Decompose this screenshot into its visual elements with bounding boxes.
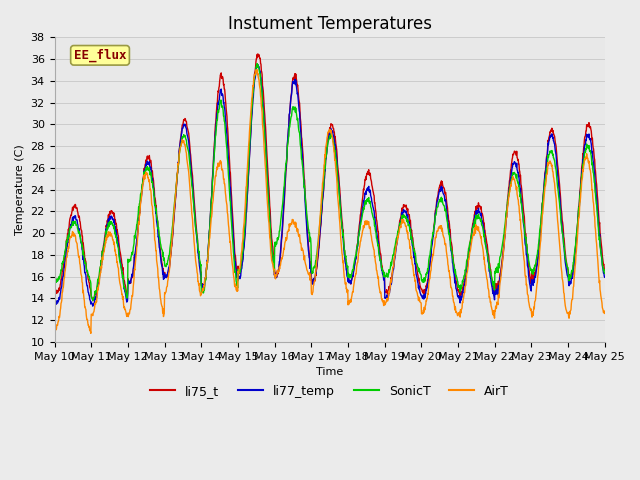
AirT <box>416 297 424 303</box>
Text: EE_flux: EE_flux <box>74 48 126 62</box>
SonicT <box>536 226 544 231</box>
Title: Instument Temperatures: Instument Temperatures <box>228 15 431 33</box>
SonicT <box>416 268 424 274</box>
li77_temp <box>601 275 609 280</box>
AirT <box>87 330 95 336</box>
li77_temp <box>488 281 495 287</box>
li77_temp <box>416 287 424 292</box>
SonicT <box>235 271 243 276</box>
AirT <box>235 270 243 276</box>
li75_t <box>235 269 243 275</box>
SonicT <box>488 274 495 280</box>
li75_t <box>89 298 97 303</box>
li75_t <box>51 287 58 293</box>
SonicT <box>601 271 609 276</box>
li75_t <box>536 230 544 236</box>
li77_temp <box>173 171 181 177</box>
SonicT <box>51 278 58 284</box>
Legend: li75_t, li77_temp, SonicT, AirT: li75_t, li77_temp, SonicT, AirT <box>145 380 514 403</box>
AirT <box>536 244 544 250</box>
AirT <box>173 171 181 177</box>
li77_temp <box>160 275 168 281</box>
SonicT <box>160 255 168 261</box>
AirT <box>488 304 495 310</box>
li75_t <box>254 51 262 57</box>
X-axis label: Time: Time <box>316 367 343 377</box>
Line: li75_t: li75_t <box>54 54 605 300</box>
AirT <box>51 327 58 333</box>
AirT <box>160 312 168 317</box>
Line: SonicT: SonicT <box>54 64 605 300</box>
Line: AirT: AirT <box>54 70 605 333</box>
li75_t <box>488 273 495 279</box>
SonicT <box>253 61 261 67</box>
li75_t <box>173 172 181 178</box>
Line: li77_temp: li77_temp <box>54 64 605 306</box>
AirT <box>253 67 260 72</box>
AirT <box>601 311 609 316</box>
li75_t <box>416 280 424 286</box>
li75_t <box>601 267 609 273</box>
li77_temp <box>89 303 97 309</box>
li77_temp <box>536 231 544 237</box>
li75_t <box>160 274 168 279</box>
Y-axis label: Temperature (C): Temperature (C) <box>15 144 25 235</box>
li77_temp <box>51 299 58 305</box>
li77_temp <box>235 276 243 281</box>
SonicT <box>89 298 97 303</box>
SonicT <box>173 171 181 177</box>
li77_temp <box>253 61 261 67</box>
